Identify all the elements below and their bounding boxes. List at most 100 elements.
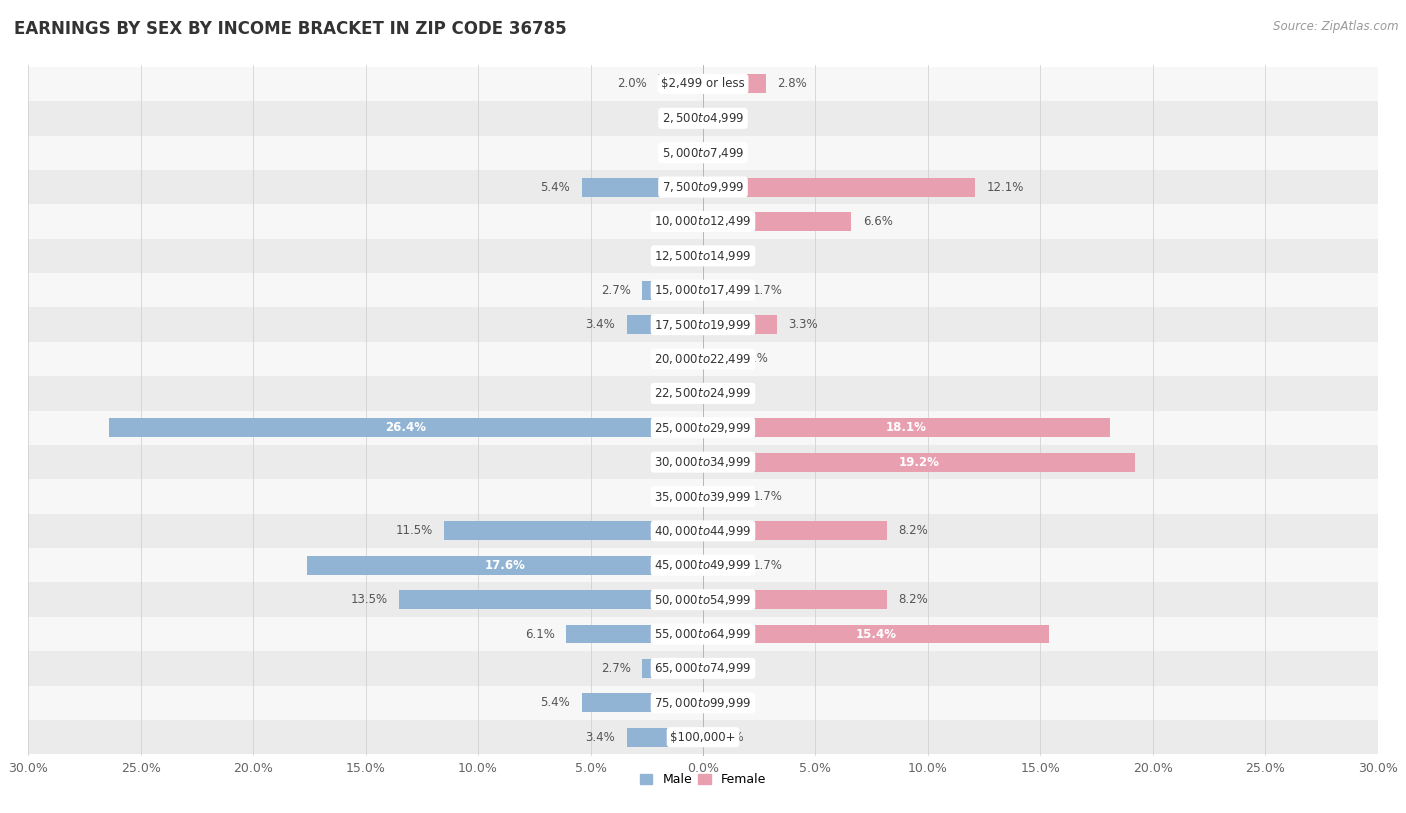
- Text: $65,000 to $74,999: $65,000 to $74,999: [654, 662, 752, 676]
- Legend: Male, Female: Male, Female: [636, 768, 770, 791]
- Text: 12.1%: 12.1%: [987, 180, 1024, 193]
- Bar: [643, 659, 703, 678]
- Text: 19.2%: 19.2%: [898, 455, 939, 468]
- Text: 6.6%: 6.6%: [863, 215, 893, 228]
- Text: 6.1%: 6.1%: [524, 628, 554, 641]
- Text: 0.0%: 0.0%: [714, 696, 744, 709]
- Bar: [627, 315, 703, 334]
- Bar: [28, 514, 1378, 548]
- Bar: [28, 617, 1378, 651]
- Bar: [28, 204, 1378, 239]
- Text: 0.0%: 0.0%: [662, 215, 692, 228]
- Text: $2,499 or less: $2,499 or less: [661, 77, 745, 90]
- Text: $40,000 to $44,999: $40,000 to $44,999: [654, 524, 752, 538]
- Bar: [28, 170, 1378, 204]
- Bar: [703, 521, 887, 541]
- Text: $25,000 to $29,999: $25,000 to $29,999: [654, 421, 752, 435]
- Text: $75,000 to $99,999: $75,000 to $99,999: [654, 696, 752, 710]
- Text: 3.3%: 3.3%: [789, 318, 818, 331]
- Bar: [582, 693, 703, 712]
- Text: 8.2%: 8.2%: [898, 524, 928, 537]
- Text: 26.4%: 26.4%: [385, 421, 426, 434]
- Bar: [703, 556, 741, 575]
- Bar: [28, 239, 1378, 273]
- Bar: [703, 177, 976, 197]
- Bar: [703, 350, 728, 368]
- Text: 0.0%: 0.0%: [662, 250, 692, 263]
- Text: 0.0%: 0.0%: [714, 146, 744, 159]
- Text: 0.0%: 0.0%: [662, 387, 692, 400]
- Text: $100,000+: $100,000+: [671, 731, 735, 744]
- Bar: [703, 419, 1111, 437]
- Text: 15.4%: 15.4%: [856, 628, 897, 641]
- Bar: [582, 177, 703, 197]
- Bar: [28, 376, 1378, 411]
- Bar: [28, 101, 1378, 136]
- Text: 0.0%: 0.0%: [662, 455, 692, 468]
- Text: 0.0%: 0.0%: [662, 353, 692, 366]
- Text: $15,000 to $17,499: $15,000 to $17,499: [654, 283, 752, 298]
- Text: 0.0%: 0.0%: [714, 250, 744, 263]
- Bar: [399, 590, 703, 609]
- Text: $50,000 to $54,999: $50,000 to $54,999: [654, 593, 752, 606]
- Bar: [627, 728, 703, 746]
- Bar: [28, 685, 1378, 720]
- Text: 1.1%: 1.1%: [740, 353, 769, 366]
- Text: 2.0%: 2.0%: [617, 77, 647, 90]
- Text: 8.2%: 8.2%: [898, 593, 928, 606]
- Bar: [28, 411, 1378, 445]
- Text: $12,500 to $14,999: $12,500 to $14,999: [654, 249, 752, 263]
- Text: 1.7%: 1.7%: [752, 490, 782, 503]
- Bar: [28, 480, 1378, 514]
- Bar: [703, 280, 741, 300]
- Bar: [658, 75, 703, 93]
- Text: $45,000 to $49,999: $45,000 to $49,999: [654, 559, 752, 572]
- Text: 3.4%: 3.4%: [585, 731, 616, 744]
- Text: 2.7%: 2.7%: [602, 284, 631, 297]
- Text: 0.0%: 0.0%: [662, 112, 692, 125]
- Bar: [28, 136, 1378, 170]
- Bar: [703, 453, 1135, 472]
- Text: $55,000 to $64,999: $55,000 to $64,999: [654, 627, 752, 641]
- Bar: [110, 419, 703, 437]
- Bar: [28, 548, 1378, 582]
- Bar: [703, 315, 778, 334]
- Text: 5.4%: 5.4%: [540, 180, 571, 193]
- Bar: [703, 487, 741, 506]
- Text: 17.6%: 17.6%: [485, 559, 526, 572]
- Bar: [28, 67, 1378, 101]
- Bar: [28, 651, 1378, 685]
- Bar: [703, 75, 766, 93]
- Text: 0.0%: 0.0%: [714, 112, 744, 125]
- Text: $5,000 to $7,499: $5,000 to $7,499: [662, 146, 744, 159]
- Text: $17,500 to $19,999: $17,500 to $19,999: [654, 318, 752, 332]
- Bar: [28, 273, 1378, 307]
- Text: 2.8%: 2.8%: [778, 77, 807, 90]
- Text: 11.5%: 11.5%: [396, 524, 433, 537]
- Text: $35,000 to $39,999: $35,000 to $39,999: [654, 489, 752, 503]
- Bar: [643, 280, 703, 300]
- Text: 18.1%: 18.1%: [886, 421, 927, 434]
- Bar: [28, 720, 1378, 754]
- Text: 2.7%: 2.7%: [602, 662, 631, 675]
- Bar: [28, 307, 1378, 341]
- Text: 5.4%: 5.4%: [540, 696, 571, 709]
- Bar: [444, 521, 703, 541]
- Bar: [565, 624, 703, 644]
- Text: $20,000 to $22,499: $20,000 to $22,499: [654, 352, 752, 366]
- Text: 0.0%: 0.0%: [714, 387, 744, 400]
- Text: $22,500 to $24,999: $22,500 to $24,999: [654, 386, 752, 400]
- Text: Source: ZipAtlas.com: Source: ZipAtlas.com: [1274, 20, 1399, 33]
- Text: EARNINGS BY SEX BY INCOME BRACKET IN ZIP CODE 36785: EARNINGS BY SEX BY INCOME BRACKET IN ZIP…: [14, 20, 567, 38]
- Text: 1.7%: 1.7%: [752, 284, 782, 297]
- Text: 3.4%: 3.4%: [585, 318, 616, 331]
- Text: 0.0%: 0.0%: [662, 146, 692, 159]
- Bar: [703, 212, 852, 231]
- Text: 1.7%: 1.7%: [752, 559, 782, 572]
- Text: $30,000 to $34,999: $30,000 to $34,999: [654, 455, 752, 469]
- Bar: [703, 624, 1049, 644]
- Bar: [28, 445, 1378, 480]
- Text: $10,000 to $12,499: $10,000 to $12,499: [654, 215, 752, 228]
- Bar: [28, 341, 1378, 376]
- Text: $7,500 to $9,999: $7,500 to $9,999: [662, 180, 744, 194]
